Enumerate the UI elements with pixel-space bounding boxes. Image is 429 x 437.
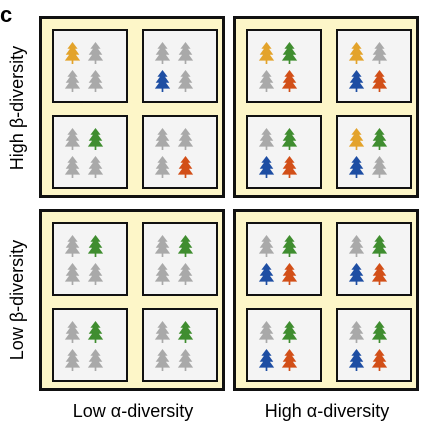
tree-icon [177, 348, 193, 372]
quadrant-high-beta-high-alpha [233, 16, 419, 198]
tree-icon [258, 348, 274, 372]
quadrant-low-beta-high-alpha [233, 209, 419, 391]
tree-icon [64, 320, 80, 344]
tree-icon [281, 41, 297, 65]
plot-box [336, 115, 412, 189]
tree-icon [258, 41, 274, 65]
tree-icon [258, 127, 274, 151]
tree-icon [87, 69, 103, 93]
plot-box [246, 29, 322, 103]
tree-icon [87, 348, 103, 372]
plot-box [246, 222, 322, 296]
tree-icon [177, 262, 193, 286]
tree-icon [87, 127, 103, 151]
tree-icon [154, 155, 170, 179]
tree-icon [154, 348, 170, 372]
tree-icon [64, 262, 80, 286]
tree-icon [177, 155, 193, 179]
tree-icon [154, 262, 170, 286]
tree-icon [281, 320, 297, 344]
tree-icon [348, 155, 364, 179]
panel-label: c [0, 2, 13, 27]
tree-icon [87, 155, 103, 179]
tree-icon [348, 69, 364, 93]
quadrant-low-beta-low-alpha [39, 209, 225, 391]
tree-icon [154, 127, 170, 151]
tree-icon [64, 41, 80, 65]
tree-icon [348, 262, 364, 286]
tree-icon [281, 127, 297, 151]
plot-box [142, 222, 218, 296]
tree-icon [281, 262, 297, 286]
tree-icon [348, 320, 364, 344]
tree-icon [281, 234, 297, 258]
tree-icon [371, 262, 387, 286]
tree-icon [87, 41, 103, 65]
plot-box [142, 308, 218, 382]
tree-icon [154, 234, 170, 258]
tree-icon [177, 127, 193, 151]
tree-icon [371, 320, 387, 344]
plot-box [52, 308, 128, 382]
tree-icon [87, 320, 103, 344]
tree-icon [177, 320, 193, 344]
x-label-high-alpha: High α-diversity [264, 401, 390, 421]
tree-icon [64, 155, 80, 179]
tree-icon [177, 69, 193, 93]
tree-icon [371, 234, 387, 258]
tree-icon [371, 69, 387, 93]
plot-box [336, 29, 412, 103]
plot-box [142, 115, 218, 189]
tree-icon [154, 41, 170, 65]
tree-icon [281, 69, 297, 93]
tree-icon [371, 155, 387, 179]
tree-icon [348, 127, 364, 151]
tree-icon [87, 234, 103, 258]
tree-icon [258, 320, 274, 344]
tree-icon [371, 41, 387, 65]
tree-icon [154, 320, 170, 344]
y-label-low-beta: Low β-diversity [7, 239, 27, 361]
plot-box [52, 29, 128, 103]
tree-icon [258, 69, 274, 93]
x-label-low-alpha: Low α-diversity [72, 401, 194, 421]
tree-icon [64, 127, 80, 151]
plot-box [246, 115, 322, 189]
tree-icon [348, 234, 364, 258]
y-label-high-beta: High β-diversity [7, 45, 27, 171]
tree-icon [371, 348, 387, 372]
tree-icon [258, 262, 274, 286]
plot-box [246, 308, 322, 382]
tree-icon [87, 262, 103, 286]
plot-box [336, 308, 412, 382]
tree-icon [281, 348, 297, 372]
tree-icon [371, 127, 387, 151]
quadrant-high-beta-low-alpha [39, 16, 225, 198]
tree-icon [154, 69, 170, 93]
tree-icon [348, 41, 364, 65]
tree-icon [64, 348, 80, 372]
plot-box [336, 222, 412, 296]
plot-box [52, 222, 128, 296]
plot-box [52, 115, 128, 189]
tree-icon [177, 41, 193, 65]
tree-icon [258, 234, 274, 258]
tree-icon [64, 69, 80, 93]
tree-icon [348, 348, 364, 372]
tree-icon [258, 155, 274, 179]
tree-icon [177, 234, 193, 258]
tree-icon [281, 155, 297, 179]
plot-box [142, 29, 218, 103]
tree-icon [64, 234, 80, 258]
